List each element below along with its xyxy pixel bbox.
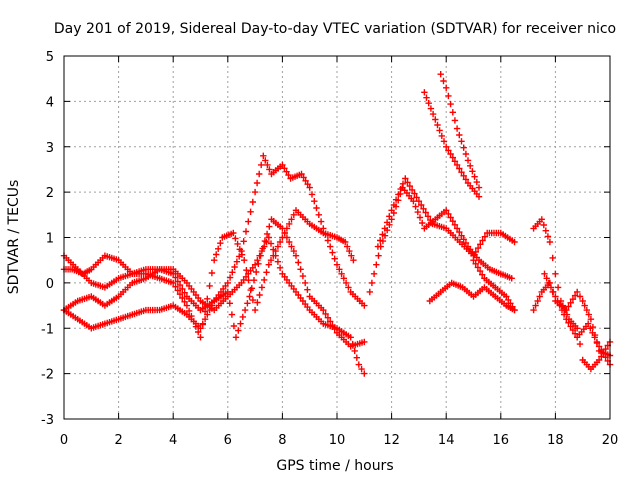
point-markers (60, 207, 357, 341)
series-trace-9 (426, 279, 518, 314)
y-tick-labels: -3 -2 -1 0 1 2 3 4 5 (41, 50, 54, 428)
y-tick-label: 0 (46, 277, 54, 292)
x-tick-label: 20 (602, 433, 619, 448)
series-trace-6 (374, 175, 518, 259)
axis-ticks (63, 55, 611, 420)
point-markers (426, 279, 518, 314)
series-trace-2 (60, 207, 357, 341)
series-trace-10 (470, 257, 518, 314)
point-markers (421, 89, 483, 200)
x-tick-label: 6 (224, 433, 232, 448)
y-tick-label: 1 (46, 232, 54, 247)
x-tick-label: 12 (383, 433, 400, 448)
point-markers (541, 270, 614, 368)
x-tick-label: 16 (493, 433, 510, 448)
x-tick-label: 2 (114, 433, 122, 448)
x-tick-labels: 0 2 4 6 8 10 12 14 16 18 20 (60, 433, 618, 448)
y-axis-label: SDTVAR / TECUs (6, 180, 22, 295)
point-markers (366, 184, 515, 296)
y-tick-label: -3 (41, 413, 54, 428)
point-markers (374, 175, 518, 259)
y-tick-label: -1 (41, 322, 54, 337)
y-tick-label: -2 (41, 368, 54, 383)
x-tick-label: 8 (278, 433, 286, 448)
y-tick-label: 2 (46, 186, 54, 201)
point-markers (437, 71, 483, 191)
y-tick-label: 5 (46, 50, 54, 65)
series-trace-5 (366, 184, 515, 296)
x-tick-label: 10 (329, 433, 346, 448)
series-trace-7 (421, 89, 483, 200)
y-tick-label: 4 (46, 95, 54, 110)
series-trace-8 (437, 71, 483, 191)
x-tick-label: 0 (60, 433, 68, 448)
grid (64, 56, 610, 419)
x-tick-label: 4 (169, 433, 177, 448)
y-tick-label: 3 (46, 141, 54, 156)
point-markers (470, 257, 518, 314)
x-axis-label: GPS time / hours (276, 458, 393, 474)
x-tick-label: 14 (438, 433, 455, 448)
chart-title: Day 201 of 2019, Sidereal Day-to-day VTE… (54, 21, 616, 37)
x-tick-label: 18 (547, 433, 564, 448)
series-trace-13 (541, 270, 614, 368)
